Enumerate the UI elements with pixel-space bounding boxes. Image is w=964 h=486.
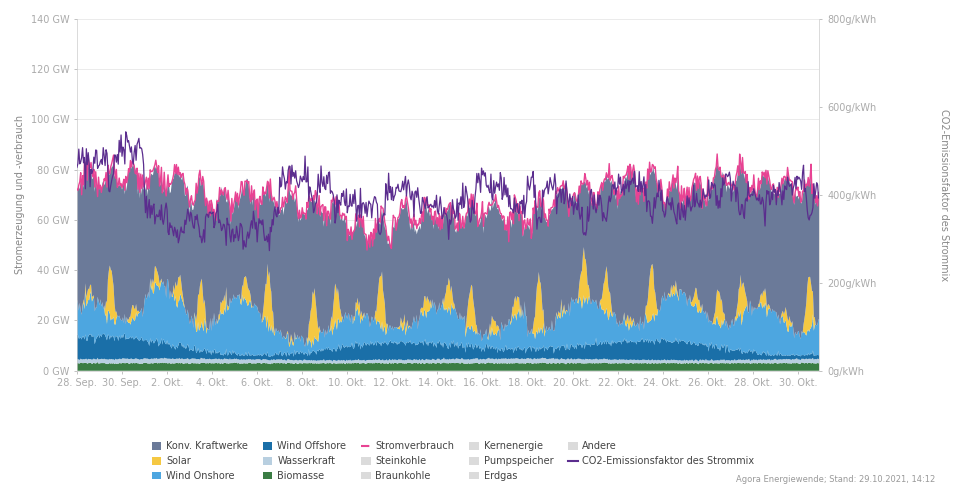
Text: Agora Energiewende; Stand: 29.10.2021, 14:12: Agora Energiewende; Stand: 29.10.2021, 1… bbox=[736, 474, 935, 484]
Y-axis label: CO2-Emissionsfaktor des Strommix: CO2-Emissionsfaktor des Strommix bbox=[939, 109, 949, 281]
Y-axis label: Stromerzeugung und -verbrauch: Stromerzeugung und -verbrauch bbox=[15, 115, 25, 275]
Legend: Konv. Kraftwerke, Solar, Wind Onshore, Wind Offshore, Wasserkraft, Biomasse, Str: Konv. Kraftwerke, Solar, Wind Onshore, W… bbox=[151, 441, 755, 481]
